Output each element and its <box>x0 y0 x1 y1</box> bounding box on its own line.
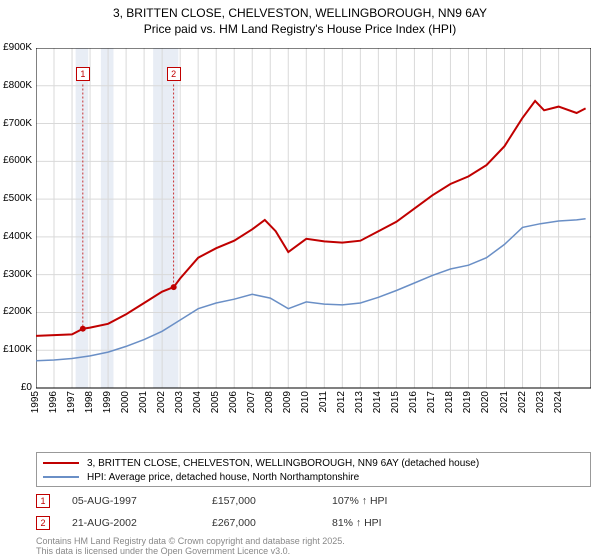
x-tick-label: 2008 <box>264 391 278 413</box>
sale-date: 05-AUG-1997 <box>72 495 212 507</box>
y-tick-label: £200K <box>0 306 32 317</box>
sale-marker-icon: 2 <box>36 516 50 530</box>
x-tick-label: 2011 <box>318 391 332 413</box>
legend-swatch-hpi <box>43 476 79 478</box>
x-tick-label: 2002 <box>156 391 170 413</box>
footer-attribution: Contains HM Land Registry data © Crown c… <box>36 536 345 557</box>
legend-row: HPI: Average price, detached house, Nort… <box>43 470 584 484</box>
y-tick-label: £500K <box>0 193 32 204</box>
x-tick-label: 1995 <box>30 391 44 413</box>
x-tick-label: 1999 <box>102 391 116 413</box>
x-tick-label: 1997 <box>66 391 80 413</box>
legend-label-property: 3, BRITTEN CLOSE, CHELVESTON, WELLINGBOR… <box>87 458 479 469</box>
sale-marker-icon: 1 <box>76 67 90 81</box>
chart-container: 3, BRITTEN CLOSE, CHELVESTON, WELLINGBOR… <box>0 0 600 560</box>
x-tick-label: 1998 <box>84 391 98 413</box>
x-tick-label: 2007 <box>246 391 260 413</box>
x-tick-label: 2020 <box>480 391 494 413</box>
sales-table: 1 05-AUG-1997 £157,000 107% ↑ HPI 2 21-A… <box>36 490 591 534</box>
sale-pct: 81% ↑ HPI <box>332 517 452 529</box>
legend-label-hpi: HPI: Average price, detached house, Nort… <box>87 472 359 483</box>
sales-row: 1 05-AUG-1997 £157,000 107% ↑ HPI <box>36 490 591 512</box>
x-tick-label: 2004 <box>192 391 206 413</box>
legend-swatch-property <box>43 462 79 464</box>
x-tick-label: 2009 <box>282 391 296 413</box>
x-tick-label: 2017 <box>426 391 440 413</box>
y-tick-label: £300K <box>0 269 32 280</box>
legend-row: 3, BRITTEN CLOSE, CHELVESTON, WELLINGBOR… <box>43 456 584 470</box>
x-tick-label: 2010 <box>300 391 314 413</box>
x-tick-label: 2006 <box>228 391 242 413</box>
footer-line-1: Contains HM Land Registry data © Crown c… <box>36 536 345 546</box>
x-tick-label: 2016 <box>408 391 422 413</box>
y-tick-label: £600K <box>0 155 32 166</box>
sale-date: 21-AUG-2002 <box>72 517 212 529</box>
sale-marker-icon: 1 <box>36 494 50 508</box>
x-tick-label: 2001 <box>138 391 152 413</box>
chart-area: £0£100K£200K£300K£400K£500K£600K£700K£80… <box>36 48 591 418</box>
sale-price: £157,000 <box>212 495 332 507</box>
x-tick-label: 2024 <box>553 391 567 413</box>
sales-row: 2 21-AUG-2002 £267,000 81% ↑ HPI <box>36 512 591 534</box>
x-tick-label: 1996 <box>48 391 62 413</box>
x-tick-label: 2014 <box>372 391 386 413</box>
x-tick-label: 2013 <box>354 391 368 413</box>
x-tick-label: 2003 <box>174 391 188 413</box>
title-block: 3, BRITTEN CLOSE, CHELVESTON, WELLINGBOR… <box>0 0 600 37</box>
y-tick-label: £0 <box>0 382 32 393</box>
x-tick-label: 2015 <box>390 391 404 413</box>
y-tick-label: £900K <box>0 42 32 53</box>
x-tick-label: 2012 <box>336 391 350 413</box>
x-tick-label: 2023 <box>535 391 549 413</box>
x-tick-label: 2000 <box>120 391 134 413</box>
sale-marker-icon: 2 <box>167 67 181 81</box>
x-tick-label: 2005 <box>210 391 224 413</box>
x-tick-label: 2018 <box>444 391 458 413</box>
y-tick-label: £400K <box>0 231 32 242</box>
y-tick-label: £700K <box>0 118 32 129</box>
chart-svg <box>36 48 591 418</box>
title-line-1: 3, BRITTEN CLOSE, CHELVESTON, WELLINGBOR… <box>0 6 600 22</box>
x-tick-label: 2021 <box>499 391 513 413</box>
y-tick-label: £800K <box>0 80 32 91</box>
sale-price: £267,000 <box>212 517 332 529</box>
footer-line-2: This data is licensed under the Open Gov… <box>36 546 345 556</box>
legend-box: 3, BRITTEN CLOSE, CHELVESTON, WELLINGBOR… <box>36 452 591 487</box>
sale-pct: 107% ↑ HPI <box>332 495 452 507</box>
x-tick-label: 2019 <box>462 391 476 413</box>
title-line-2: Price paid vs. HM Land Registry's House … <box>0 22 600 38</box>
y-tick-label: £100K <box>0 344 32 355</box>
x-tick-label: 2022 <box>517 391 531 413</box>
